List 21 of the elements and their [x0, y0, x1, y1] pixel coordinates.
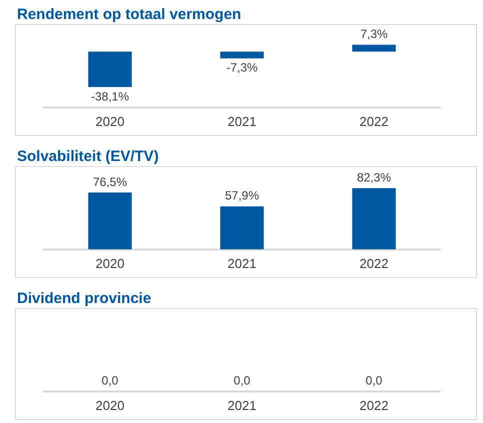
data-label: 0,0	[366, 374, 383, 388]
x-tick-label: 2021	[228, 114, 256, 129]
category-label: 2020	[96, 398, 124, 413]
x-tick-label: 2020	[96, 256, 124, 271]
x-tick-label: 2022	[360, 114, 388, 129]
data-label: 7,3%	[360, 27, 388, 42]
x-tick-label: 2021	[228, 256, 256, 271]
category-label: 2021	[228, 398, 256, 413]
data-label: 76,5%	[92, 174, 128, 189]
data-label: -7,3%	[226, 60, 258, 75]
text: Dividend provincie	[17, 290, 152, 308]
chart-title: Rendement op totaal vermogen	[17, 6, 242, 24]
data-label: -38,1%	[90, 89, 130, 104]
data-label: 82,3%	[356, 170, 392, 184]
x-tick-label: 2020	[96, 114, 124, 129]
data-label: 0,0	[234, 374, 251, 388]
data-label: 57,9%	[224, 188, 260, 203]
category-label: 2022	[360, 398, 388, 413]
data-label: 0,0	[102, 374, 119, 388]
x-tick-label: 2022	[360, 256, 388, 271]
chart-title: Solvabiliteit (EV/TV)	[17, 148, 160, 166]
